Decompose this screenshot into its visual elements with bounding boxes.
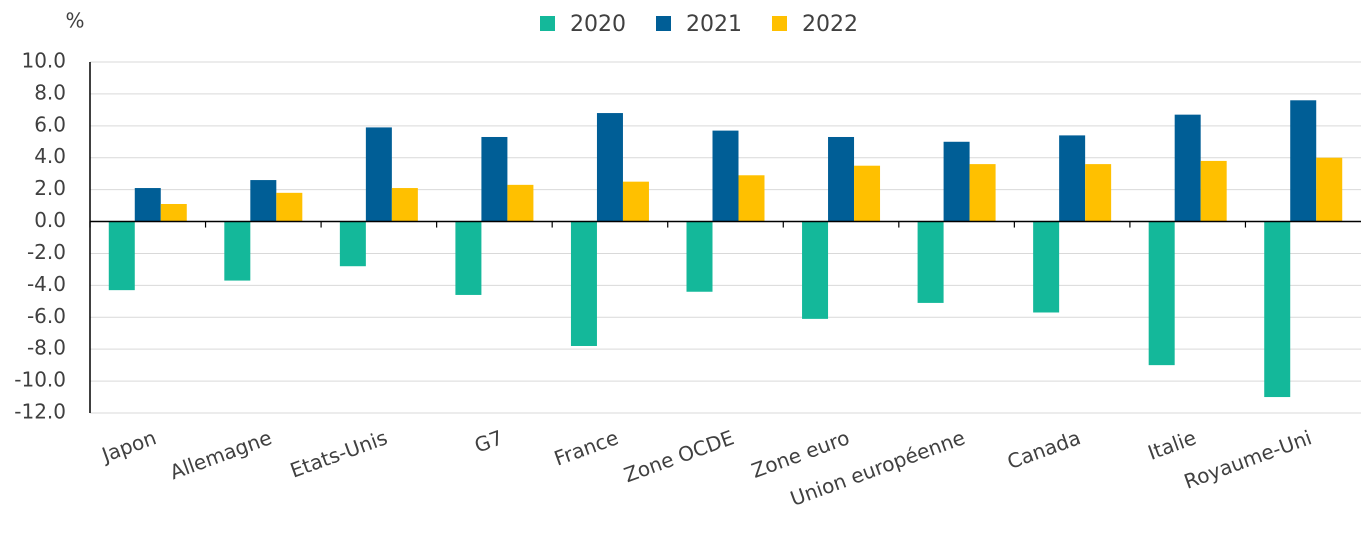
legend-swatch (540, 16, 555, 31)
bar (1316, 157, 1343, 222)
bar (712, 130, 739, 222)
bar (391, 188, 418, 222)
bar (1085, 164, 1112, 222)
y-tick-label: 0.0 (34, 208, 66, 232)
bar (455, 221, 482, 295)
y-tick-label: 8.0 (34, 80, 66, 104)
bar (1148, 221, 1175, 366)
y-tick-label: -2.0 (27, 240, 66, 264)
legend-label: 2022 (802, 12, 858, 37)
y-axis-label: % (65, 9, 84, 33)
y-tick-label: -10.0 (14, 368, 66, 392)
bar (622, 181, 649, 222)
bar (1264, 221, 1291, 398)
bar (917, 221, 944, 303)
x-tick-label: Canada (1004, 425, 1084, 474)
y-tick-label: -4.0 (27, 272, 66, 296)
x-tick-label: G7 (471, 425, 506, 457)
bar (1200, 160, 1227, 222)
y-tick-label: -6.0 (27, 304, 66, 328)
y-tick-label: -8.0 (27, 336, 66, 360)
bar (1033, 221, 1060, 313)
y-tick-label: 6.0 (34, 112, 66, 136)
bar (854, 165, 881, 222)
y-tick-label: -12.0 (14, 400, 66, 424)
bar (686, 221, 713, 292)
legend-label: 2021 (686, 12, 742, 37)
bar (828, 136, 855, 222)
x-tick-label: Allemagne (167, 425, 275, 484)
bar (339, 221, 366, 267)
legend-swatch (772, 16, 787, 31)
x-tick-label: Italie (1145, 425, 1200, 464)
bar (570, 221, 597, 346)
bar (1059, 135, 1086, 222)
y-tick-label: 4.0 (34, 144, 66, 168)
bar (1174, 114, 1201, 222)
x-tick-label: Zone OCDE (621, 425, 737, 487)
bar (250, 180, 277, 222)
y-tick-label: 10.0 (21, 49, 66, 73)
bar (802, 221, 829, 319)
legend-swatch (656, 16, 671, 31)
bar (134, 188, 161, 222)
legend-label: 2020 (570, 12, 626, 37)
x-tick-label: Royaume-Uni (1181, 425, 1315, 493)
bar (738, 175, 765, 222)
bar (276, 192, 303, 222)
x-tick-label: Etats-Unis (287, 425, 391, 482)
bar (481, 136, 508, 222)
bar (507, 184, 534, 222)
x-tick-label: Japon (97, 425, 159, 467)
bar (596, 113, 623, 222)
x-tick-label: France (551, 425, 622, 470)
bar (943, 141, 970, 222)
bar (108, 221, 135, 291)
bar (1290, 100, 1317, 222)
bar (160, 203, 187, 222)
bar (969, 164, 996, 222)
bar (365, 127, 392, 222)
y-tick-label: 2.0 (34, 176, 66, 200)
bar (224, 221, 251, 281)
